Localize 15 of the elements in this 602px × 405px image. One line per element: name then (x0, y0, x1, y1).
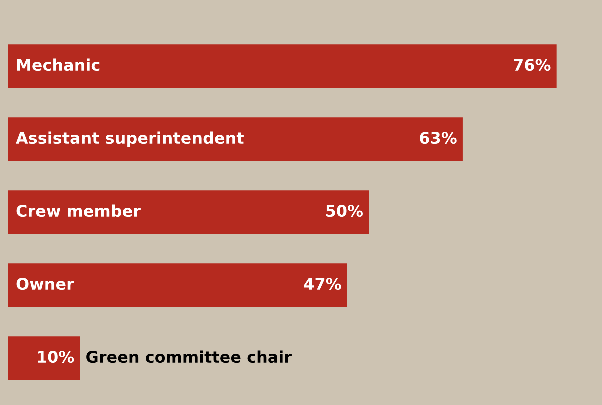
bar (8, 44, 557, 88)
y-tick-label: Green committee chair (86, 350, 292, 364)
data-label: 47% (304, 278, 342, 290)
y-tick-label: Owner (16, 278, 74, 290)
bar (8, 336, 80, 380)
data-label: 63% (420, 132, 457, 144)
y-tick-label: Assistant superintendent (16, 132, 244, 148)
data-label: 76% (514, 59, 551, 72)
data-label: 50% (326, 205, 364, 218)
y-tick-label: Crew member (16, 204, 141, 218)
bar (8, 118, 463, 162)
bar (8, 190, 370, 234)
data-label: 10% (38, 351, 74, 364)
bar (8, 264, 348, 308)
y-tick-label: Mechanic (17, 58, 100, 72)
